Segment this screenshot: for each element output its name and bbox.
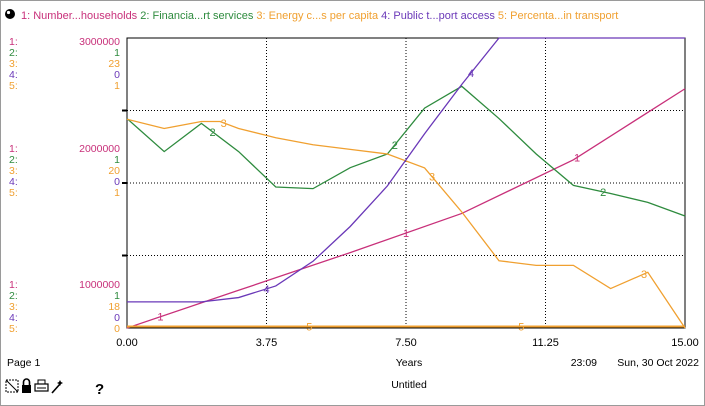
graph-pin-icon[interactable] bbox=[5, 9, 15, 19]
scale-series-label: 4: bbox=[9, 69, 18, 81]
scale-value: 1 bbox=[114, 154, 120, 166]
series-marker-s3: 3 bbox=[429, 172, 435, 184]
series-marker-s4: 4 bbox=[263, 284, 269, 296]
time-label: 23:09 bbox=[571, 357, 597, 369]
graph-pad-icon[interactable] bbox=[5, 379, 19, 393]
scale-value: 1 bbox=[114, 290, 120, 302]
scale-value: 1000000 bbox=[79, 279, 120, 291]
date-label: Sun, 30 Oct 2022 bbox=[617, 357, 699, 369]
document-title: Untitled bbox=[391, 379, 427, 391]
legend-bar: 1: Number...households 2: Financia...rt … bbox=[5, 9, 618, 22]
series-marker-s1: 1 bbox=[574, 152, 580, 164]
legend-entry-4[interactable]: 4: Public t...port access bbox=[378, 10, 495, 22]
series-marker-s5: 5 bbox=[518, 322, 524, 334]
scale-series-label: 3: bbox=[9, 165, 18, 177]
scale-value: 20 bbox=[108, 165, 120, 177]
series-marker-s2: 2 bbox=[600, 187, 606, 199]
scale-value: 3000000 bbox=[79, 36, 120, 48]
series-marker-s4: 4 bbox=[468, 68, 474, 80]
series-marker-s3: 3 bbox=[641, 269, 647, 281]
scale-series-label: 5: bbox=[9, 80, 18, 92]
scale-series-label: 1: bbox=[9, 36, 18, 48]
x-tick-label: 7.50 bbox=[395, 337, 416, 349]
legend-item-1: 1: Number...households 2: Financia...rt … bbox=[21, 10, 618, 22]
page-label: Page 1 bbox=[7, 357, 40, 369]
x-tick-label: 15.00 bbox=[671, 337, 699, 349]
grid-lines bbox=[122, 38, 685, 328]
scale-series-label: 4: bbox=[9, 176, 18, 188]
scale-series-label: 3: bbox=[9, 58, 18, 70]
series-marker-s3: 3 bbox=[221, 118, 227, 130]
scale-series-label: 2: bbox=[9, 47, 18, 59]
series-line-s2 bbox=[126, 85, 686, 217]
x-tick-label: 0.00 bbox=[116, 337, 137, 349]
scale-series-label: 1: bbox=[9, 279, 18, 291]
x-tick-label: 3.75 bbox=[256, 337, 277, 349]
scale-series-label: 2: bbox=[9, 154, 18, 166]
scale-value: 0 bbox=[114, 323, 120, 335]
scale-value: 23 bbox=[108, 58, 120, 70]
scale-value: 1 bbox=[114, 80, 120, 92]
series-line-s3 bbox=[126, 118, 686, 329]
scale-series-label: 4: bbox=[9, 312, 18, 324]
scale-series-label: 5: bbox=[9, 323, 18, 335]
scale-value: 2000000 bbox=[79, 143, 120, 155]
series-marker-s1: 1 bbox=[403, 228, 409, 240]
series-marker-s5: 5 bbox=[306, 322, 312, 334]
x-axis-ticks: 0.00 3.75 7.50 11.25 15.00 bbox=[116, 337, 698, 349]
scale-value: 1 bbox=[114, 187, 120, 199]
scale-value: 18 bbox=[108, 301, 120, 313]
legend-entry-3[interactable]: 3: Energy c...s per capita bbox=[253, 10, 379, 22]
legend-entry-2[interactable]: 2: Financia...rt services bbox=[137, 10, 254, 22]
series-marker-s2: 2 bbox=[209, 127, 215, 139]
scale-value: 0 bbox=[114, 312, 120, 324]
scale-value: 0 bbox=[114, 176, 120, 188]
scale-series-label: 1: bbox=[9, 143, 18, 155]
y-scales: 1: 3000000 2: 1 3: 23 4: 0 5: 1 1: 2000000 2: 1 3: 20 4:… bbox=[9, 36, 120, 335]
x-tick-label: 11.25 bbox=[532, 337, 559, 349]
x-axis-title: Years bbox=[396, 357, 422, 369]
help-icon[interactable]: ? bbox=[95, 381, 104, 398]
scale-series-label: 3: bbox=[9, 301, 18, 313]
scale-value: 0 bbox=[114, 69, 120, 81]
legend-entry-1[interactable]: 1: Number...households bbox=[21, 10, 138, 22]
legend-entry-5[interactable]: 5: Percenta...in transport bbox=[495, 10, 619, 22]
series-marker-s1: 1 bbox=[157, 312, 163, 324]
toolbar: ? bbox=[5, 378, 104, 398]
scale-value: 1 bbox=[114, 47, 120, 59]
print-icon[interactable] bbox=[34, 379, 49, 392]
series-line-s4 bbox=[127, 37, 685, 303]
scale-series-label: 5: bbox=[9, 187, 18, 199]
series-marker-s2: 2 bbox=[392, 140, 398, 152]
lock-icon[interactable] bbox=[22, 378, 31, 393]
scale-series-label: 2: bbox=[9, 290, 18, 302]
series-line-s1 bbox=[126, 88, 686, 329]
magic-wand-icon[interactable] bbox=[51, 380, 63, 394]
